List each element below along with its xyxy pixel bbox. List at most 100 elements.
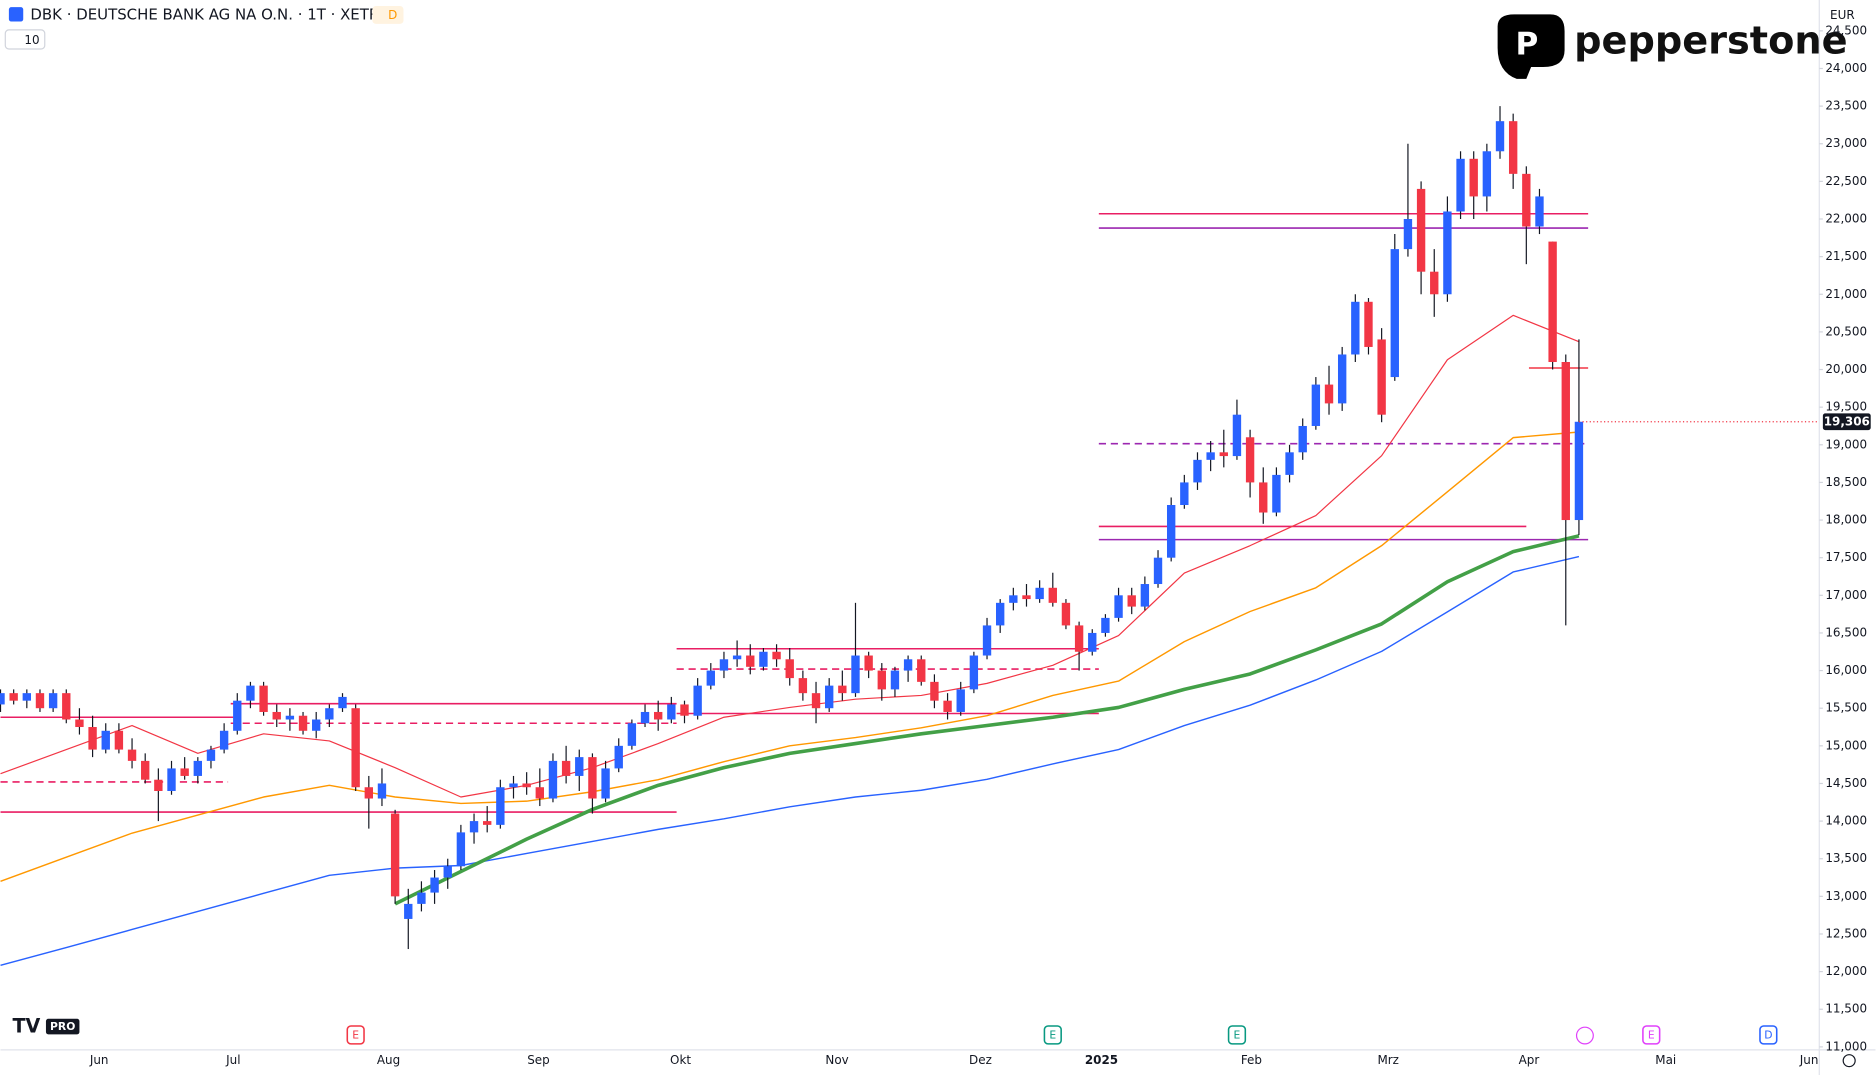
last-price-tag	[1822, 413, 1871, 431]
event-label: E	[1648, 1029, 1655, 1042]
candle-body	[706, 670, 715, 686]
candle-body	[561, 760, 571, 776]
event-icon[interactable]	[1575, 1026, 1594, 1045]
candle-body	[1061, 602, 1071, 626]
candle-body	[509, 783, 518, 788]
currency[interactable]: EUR	[1830, 8, 1855, 22]
candle-body	[1548, 241, 1557, 363]
badge-bg[interactable]	[372, 5, 404, 24]
candle-body	[575, 757, 584, 776]
candle-body	[377, 783, 387, 799]
y-tick-label: 23,000	[1825, 136, 1867, 150]
candle-body	[430, 877, 439, 893]
candle-body	[1311, 384, 1321, 426]
candle-body	[246, 685, 255, 701]
moving-average	[0, 555, 1580, 966]
candle-body	[219, 730, 229, 750]
y-tick-label: 17,500	[1825, 550, 1867, 564]
candle-body	[1009, 595, 1018, 603]
candle-body	[9, 693, 18, 701]
candle-body	[995, 602, 1005, 626]
candle-body	[982, 625, 992, 656]
x-tick-label: Sep	[527, 1053, 550, 1067]
candle-body	[206, 749, 216, 761]
candle-body	[1495, 121, 1505, 152]
y-tick-label: 14,000	[1825, 814, 1867, 828]
indicator-box[interactable]	[4, 29, 46, 50]
candle-body	[1443, 211, 1452, 295]
event-marker[interactable]	[1759, 1025, 1778, 1045]
candle-body	[22, 693, 32, 701]
symbol-title: DBK · DEUTSCHE BANK AG NA O.N. · 1T · XE…	[30, 6, 379, 24]
candle-body	[1245, 437, 1255, 483]
candle-body	[167, 768, 176, 791]
candle-body	[1272, 474, 1281, 513]
candle-body	[1522, 173, 1531, 227]
candle-body	[1561, 362, 1570, 521]
candle-body	[667, 704, 676, 720]
y-tick-label: 22,500	[1825, 174, 1867, 188]
moving-average	[0, 314, 1580, 798]
candle-body	[390, 813, 400, 897]
x-tick-label: Nov	[825, 1053, 848, 1067]
y-tick-label: 23,500	[1825, 99, 1867, 113]
candle-body	[75, 719, 84, 728]
moving-average	[0, 431, 1579, 882]
event-marker[interactable]	[346, 1025, 365, 1045]
x-tick-label: 2025	[1085, 1053, 1118, 1067]
tv-logo: TV	[12, 1015, 40, 1038]
candle-body	[811, 693, 821, 709]
candle-body	[404, 903, 413, 919]
candle-body	[417, 892, 426, 904]
x-tick-label: Apr	[1519, 1053, 1540, 1067]
candle-body	[1206, 452, 1215, 460]
y-tick-label: 13,500	[1825, 851, 1867, 865]
y-tick-label: 19,000	[1825, 437, 1867, 451]
candle-body	[1403, 219, 1413, 250]
event-marker[interactable]	[1227, 1025, 1247, 1045]
y-tick-label: 18,000	[1825, 513, 1867, 527]
candle-body	[759, 651, 768, 667]
candle-body	[1430, 271, 1439, 295]
candle-body	[680, 704, 689, 716]
candle-body	[1180, 482, 1189, 506]
candle-body	[496, 787, 505, 825]
candle-body	[193, 760, 203, 776]
candle-body	[601, 768, 610, 799]
y-tick-label: 20,500	[1825, 324, 1867, 338]
candle-body	[522, 783, 531, 788]
candle-body	[285, 715, 295, 720]
candle-body	[746, 655, 755, 667]
candle-body	[588, 757, 597, 799]
candle-body	[838, 685, 847, 694]
candle-body	[1351, 301, 1360, 355]
candle-body	[917, 659, 926, 682]
settings-icon[interactable]	[1842, 1054, 1856, 1068]
event-marker[interactable]	[1642, 1025, 1661, 1045]
candle-body	[732, 655, 742, 660]
candle-body	[1101, 617, 1110, 633]
y-tick-label: 15,000	[1825, 738, 1867, 752]
candle-body	[62, 693, 71, 720]
candle-body	[141, 760, 150, 780]
candle-body	[864, 655, 873, 671]
candle-body	[127, 749, 137, 761]
y-tick-label: 11,500	[1825, 1002, 1867, 1016]
y-tick-label: 13,000	[1825, 889, 1867, 903]
candle-body	[930, 681, 939, 701]
candle-body	[785, 659, 794, 679]
event-label: E	[1234, 1029, 1241, 1042]
candle-body	[1166, 505, 1176, 558]
last-price-label: 19,306	[1824, 414, 1870, 428]
x-tick-label: Jul	[225, 1053, 240, 1067]
x-tick-label: Aug	[377, 1053, 400, 1067]
candle-body	[443, 866, 452, 878]
candle-body	[325, 708, 334, 720]
candle-body	[1127, 595, 1136, 607]
event-label: D	[1764, 1029, 1772, 1042]
y-tick-label: 18,500	[1825, 475, 1867, 489]
candle-body	[1364, 301, 1373, 347]
symbol-icon	[8, 7, 24, 22]
event-marker[interactable]	[1043, 1025, 1062, 1045]
